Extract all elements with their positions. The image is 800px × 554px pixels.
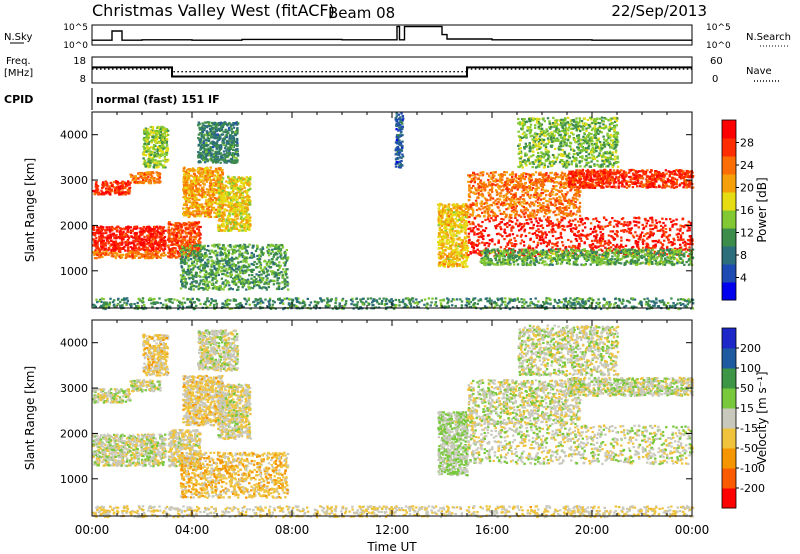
power-colorbar-swatch (722, 282, 736, 301)
x-tick-label: 00:00 (75, 523, 110, 537)
power-ytick-label: 4000 (60, 129, 88, 142)
power-colorbar-swatch (722, 210, 736, 229)
freq-label: Freq. (6, 56, 31, 67)
x-tick-label: 12:00 (375, 523, 410, 537)
x-tick-label: 08:00 (275, 523, 310, 537)
velocity-colorbar-label: Velocity [m s⁻¹] (755, 371, 769, 464)
power-ytick-label: 3000 (60, 174, 88, 187)
freq-tick-high: 18 (73, 56, 86, 67)
velocity-panel: 1000 2000 3000 4000 00:00 04:00 08:00 12:00 16:… (23, 320, 769, 554)
velocity-colorbar-swatch (722, 328, 736, 349)
power-colorbar-label: Power [dB] (755, 177, 769, 242)
velocity-ytick-label: 4000 (60, 337, 88, 350)
velocity-colorbar-swatch (722, 368, 736, 389)
velocity-colorbar-tick-label: -200 (740, 482, 765, 495)
sky-noise-label: N.Sky (4, 32, 32, 43)
power-colorbar-swatch (722, 246, 736, 265)
x-tick-label: 20:00 (575, 523, 610, 537)
power-region-9 (217, 176, 252, 232)
power-colorbar-swatch (722, 174, 736, 193)
nave-series (92, 69, 692, 72)
sky-noise-series (92, 27, 692, 41)
power-colorbar-tick-label: 28 (740, 137, 754, 150)
velocity-ytick-label: 3000 (60, 382, 88, 395)
power-colorbar-swatch (722, 156, 736, 175)
power-colorbar-swatch (722, 120, 736, 139)
power-colorbar-swatch (722, 192, 736, 211)
power-colorbar-tick-label: 12 (740, 227, 754, 240)
station-title: Christmas Valley West (fitACF) (92, 1, 335, 20)
power-colorbar-swatch (722, 138, 736, 157)
x-tick-label: 16:00 (475, 523, 510, 537)
power-colorbar-tick-label: 20 (740, 182, 754, 195)
velocity-colorbar-swatch (722, 428, 736, 449)
nave-tick-high: 60 (710, 56, 723, 67)
frequency-frame (92, 57, 692, 83)
cpid-label: CPID (4, 93, 33, 106)
velocity-y-axis-label: Slant Range [km] (23, 366, 37, 470)
power-colorbar-swatch (722, 228, 736, 247)
velocity-colorbar-tick-label: 200 (740, 342, 761, 355)
freq-unit-label: [MHz] (4, 68, 33, 79)
velocity-region-8 (217, 384, 252, 441)
velocity-ytick-label: 2000 (60, 427, 88, 440)
nave-tick-low: 0 (712, 74, 718, 85)
velocity-colorbar-swatch (722, 388, 736, 409)
date-label: 22/Sep/2013 (611, 2, 707, 20)
velocity-colorbar-swatch (722, 448, 736, 469)
cpid-panel: CPID normal (fast) 151 IF (4, 88, 220, 110)
search-tick-high: 10^5 (706, 23, 731, 33)
power-colorbar-tick-label: 16 (740, 204, 754, 217)
power-ytick-label: 2000 (60, 219, 88, 232)
sky-tick-low: 10^0 (63, 41, 88, 51)
freq-tick-low: 8 (80, 74, 86, 85)
sky-tick-high: 10^5 (63, 23, 88, 33)
power-y-axis-label: Slant Range [km] (23, 158, 37, 262)
velocity-colorbar-swatch (722, 488, 736, 509)
x-axis-label: Time UT (366, 540, 417, 554)
beam-label: Beam 08 (328, 4, 395, 22)
x-tick-label: 00:00 (675, 523, 710, 537)
velocity-colorbar-swatch (722, 468, 736, 489)
x-tick-label: 04:00 (175, 523, 210, 537)
search-noise-label: N.Search (746, 32, 791, 43)
velocity-ytick-label: 1000 (60, 473, 88, 486)
sky-noise-panel: N.Sky 10^5 10^0 10^5 10^0 N.Search (4, 23, 791, 51)
nave-label: Nave (746, 66, 772, 77)
velocity-region-0 (92, 433, 167, 467)
power-colorbar-tick-label: 4 (740, 272, 747, 285)
velocity-colorbar-tick-label: 50 (740, 382, 754, 395)
power-ytick-label: 1000 (60, 265, 88, 278)
cpid-mode-text: normal (fast) 151 IF (96, 93, 220, 106)
sky-noise-frame (92, 25, 692, 45)
velocity-colorbar-swatch (722, 348, 736, 369)
velocity-colorbar-tick-label: 15 (740, 402, 754, 415)
frequency-panel: Freq. [MHz] 18 8 60 0 Nave (4, 56, 780, 85)
search-tick-low: 10^0 (706, 41, 731, 51)
power-panel: 1000 2000 3000 4000 Slant Range [km] 28 24 20… (23, 112, 769, 310)
power-colorbar-swatch (722, 264, 736, 283)
power-colorbar-tick-label: 8 (740, 249, 747, 262)
power-colorbar-tick-label: 24 (740, 159, 754, 172)
velocity-colorbar-swatch (722, 408, 736, 429)
power-colorbar: 28 24 20 16 12 8 4 (722, 120, 754, 301)
